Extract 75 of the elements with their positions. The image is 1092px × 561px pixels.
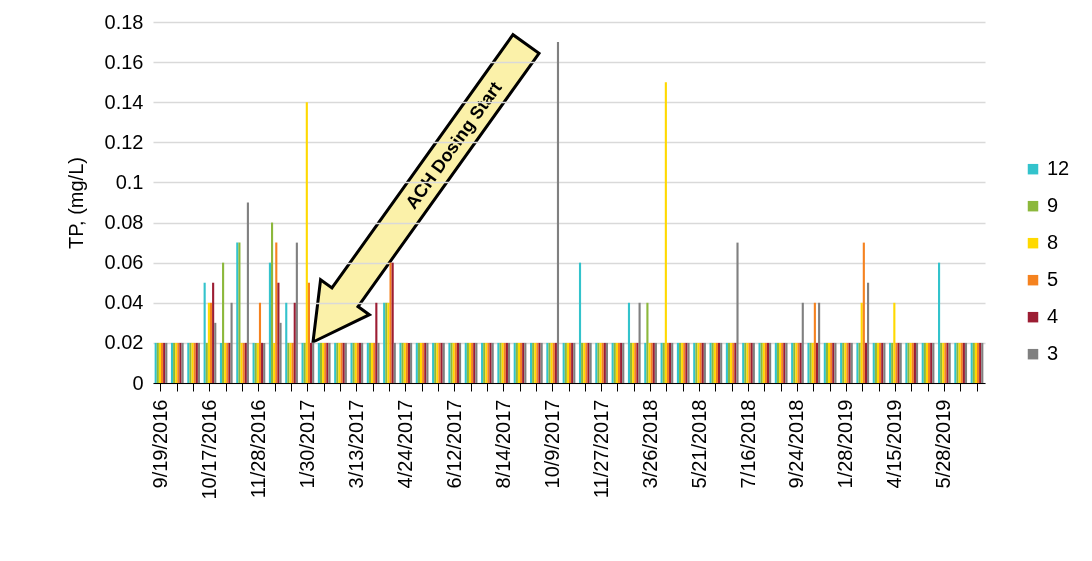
legend-label: 12 bbox=[1047, 157, 1070, 180]
y-tick-label: 0.08 bbox=[104, 211, 144, 234]
bar bbox=[219, 342, 223, 383]
x-tick-label: 1/28/2019 bbox=[834, 399, 857, 489]
bar bbox=[818, 302, 821, 383]
bar bbox=[638, 302, 641, 383]
bar bbox=[627, 302, 631, 383]
bar bbox=[938, 262, 941, 383]
bar bbox=[801, 302, 804, 383]
legend-label: 3 bbox=[1047, 342, 1059, 365]
x-tick-label: 8/14/2017 bbox=[491, 399, 514, 489]
y-tick-label: 0.04 bbox=[104, 291, 144, 314]
y-tick-label: 0.12 bbox=[104, 130, 144, 153]
bar bbox=[736, 242, 739, 383]
bar bbox=[268, 262, 271, 383]
x-tick-label: 4/15/2019 bbox=[883, 399, 906, 489]
y-tick-label: 0.14 bbox=[104, 90, 144, 113]
bar bbox=[307, 282, 310, 383]
bar bbox=[258, 302, 262, 383]
bar bbox=[862, 242, 865, 383]
x-tick-label: 11/27/2017 bbox=[589, 399, 612, 499]
x-tick-label: 11/28/2016 bbox=[246, 399, 269, 499]
y-tick-label: 0.16 bbox=[104, 50, 144, 73]
bar bbox=[664, 82, 667, 383]
bar bbox=[556, 42, 560, 383]
y-tick-label: 0.02 bbox=[104, 331, 144, 354]
x-tick-label: 3/26/2018 bbox=[638, 399, 661, 489]
bar bbox=[205, 342, 208, 383]
bar bbox=[270, 222, 274, 383]
bar bbox=[864, 342, 868, 383]
x-tick-label: 9/24/2018 bbox=[785, 399, 808, 489]
bar bbox=[295, 242, 298, 383]
bar bbox=[375, 302, 378, 383]
bar bbox=[275, 242, 278, 383]
x-tick-label: 7/16/2018 bbox=[736, 399, 759, 489]
bar bbox=[285, 302, 288, 383]
legend-label: 9 bbox=[1047, 194, 1059, 217]
bar bbox=[815, 342, 819, 383]
bar bbox=[279, 322, 282, 383]
x-tick-label: 6/12/2017 bbox=[442, 399, 465, 489]
x-tick-label: 4/24/2017 bbox=[393, 399, 416, 489]
bar bbox=[867, 282, 870, 383]
x-tick-label: 10/9/2017 bbox=[540, 399, 563, 489]
legend-label: 5 bbox=[1047, 268, 1059, 291]
bar bbox=[273, 342, 276, 383]
x-tick-label: 1/30/2017 bbox=[295, 399, 318, 489]
y-tick-label: 0 bbox=[132, 371, 144, 394]
bar bbox=[230, 302, 233, 383]
x-tick-label: 5/21/2018 bbox=[687, 399, 710, 489]
bar bbox=[393, 342, 396, 383]
bar bbox=[222, 262, 225, 383]
bar bbox=[860, 302, 863, 383]
bar bbox=[212, 282, 215, 383]
bar bbox=[203, 282, 206, 383]
bar bbox=[214, 322, 217, 383]
legend-label: 8 bbox=[1047, 231, 1059, 254]
x-tick-label: 3/13/2017 bbox=[344, 399, 367, 489]
x-tick-label: 5/28/2019 bbox=[932, 399, 955, 489]
bar bbox=[646, 302, 649, 383]
bar bbox=[377, 342, 380, 383]
bar bbox=[893, 302, 896, 383]
bar bbox=[305, 102, 308, 383]
y-axis-title: TP, (mg/L) bbox=[64, 157, 87, 249]
x-tick-label: 10/17/2016 bbox=[197, 399, 220, 500]
bar bbox=[277, 282, 280, 383]
bar bbox=[293, 302, 296, 383]
bar bbox=[246, 202, 249, 383]
x-tick-label: 9/19/2016 bbox=[149, 399, 171, 489]
y-tick-label: 0.06 bbox=[104, 251, 144, 274]
bar bbox=[644, 342, 647, 383]
bar bbox=[813, 302, 816, 383]
bar bbox=[578, 262, 582, 383]
y-tick-label: 0.1 bbox=[115, 170, 144, 193]
legend-label: 4 bbox=[1047, 305, 1059, 328]
y-tick-label: 0.18 bbox=[104, 10, 144, 33]
